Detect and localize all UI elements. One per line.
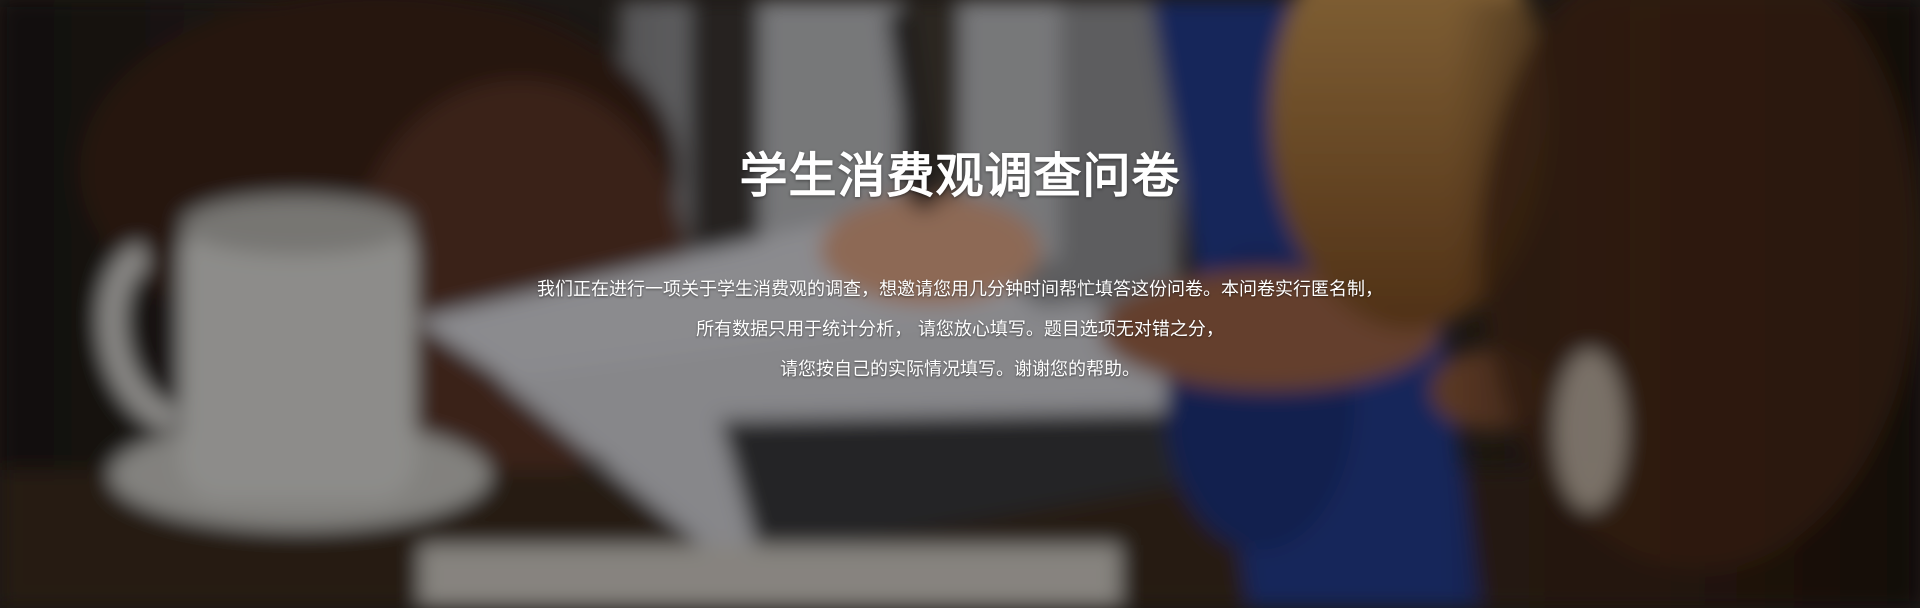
description-line-2: 所有数据只用于统计分析， 请您放心填写。题目选项无对错之分， (696, 319, 1224, 340)
description-line-1: 我们正在进行一项关于学生消费观的调查，想邀请您用几分钟时间帮忙填答这份问卷。本问… (537, 279, 1383, 300)
survey-description: 我们正在进行一项关于学生消费观的调查，想邀请您用几分钟时间帮忙填答这份问卷。本问… (0, 270, 1920, 390)
description-line-3: 请您按自己的实际情况填写。谢谢您的帮助。 (780, 359, 1140, 380)
page-title: 学生消费观调查问卷 (739, 148, 1181, 204)
